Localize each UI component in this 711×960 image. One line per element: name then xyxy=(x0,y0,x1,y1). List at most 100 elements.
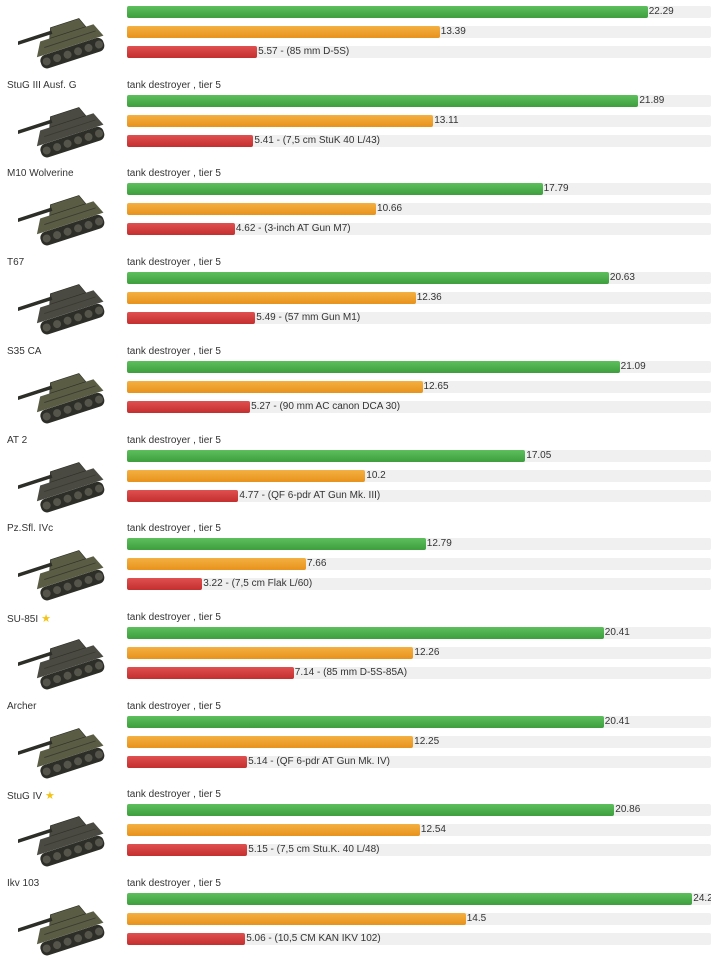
bar-mid xyxy=(127,646,414,659)
bar-value-label: 21.89 xyxy=(639,94,665,106)
bar-track-high: 17.79 xyxy=(127,183,711,196)
bar-value-label: 12.25 xyxy=(414,735,440,747)
tank-class-label: tank destroyer , tier 5 xyxy=(127,523,221,535)
premium-star-icon: ★ xyxy=(41,612,51,625)
bar-track-mid: 12.26 xyxy=(127,646,711,659)
bar-low xyxy=(127,46,258,58)
tank-name[interactable]: SU-85I ★ xyxy=(7,612,51,625)
bar-track-mid: 7.66 xyxy=(127,558,711,571)
bar-mid xyxy=(127,824,420,837)
tank-class-label: tank destroyer , tier 5 xyxy=(127,168,221,180)
bar-value-label: 3.22 - (7,5 cm Flak L/60) xyxy=(203,578,313,590)
bar-value-label: 5.41 - (7,5 cm StuK 40 L/43) xyxy=(254,134,380,146)
tank-class-label: tank destroyer , tier 5 xyxy=(127,700,221,712)
tank-name[interactable]: M10 Wolverine xyxy=(7,168,74,180)
bar-value-label: 21.09 xyxy=(620,360,646,372)
tank-destroyer-icon xyxy=(18,372,105,424)
bar-track-mid: 10.66 xyxy=(127,203,711,216)
tank-name[interactable]: T67 xyxy=(7,257,25,269)
bar-high xyxy=(127,715,604,728)
bar-track-mid: 12.36 xyxy=(127,292,711,305)
bar-mid xyxy=(127,469,366,482)
bar-value-label: 10.2 xyxy=(366,469,386,481)
bar-mid xyxy=(127,913,466,925)
bar-value-label: 10.66 xyxy=(377,203,403,215)
bar-value-label: 7.14 - (85 mm D-5S-85A) xyxy=(294,666,408,678)
bar-value-label: 12.65 xyxy=(423,380,449,392)
bar-track-low: 5.27 - (90 mm AC canon DCA 30) xyxy=(127,400,711,413)
bar-high xyxy=(127,893,693,905)
bar-value-label: 5.27 - (90 mm AC canon DCA 30) xyxy=(251,400,401,412)
bar-value-label: 22.29 xyxy=(648,6,674,17)
tank-class-label: tank destroyer , tier 5 xyxy=(127,257,221,269)
bar-track-mid: 13.39 xyxy=(127,26,711,38)
tank-name[interactable]: Pz.Sfl. IVc xyxy=(7,523,54,535)
bar-value-label: 12.79 xyxy=(426,538,452,550)
tank-name[interactable]: Archer xyxy=(7,700,37,712)
bar-track-low: 5.14 - (QF 6-pdr AT Gun Mk. IV) xyxy=(127,755,711,768)
tank-name[interactable]: AT 2 xyxy=(7,434,28,446)
bar-mid xyxy=(127,114,434,127)
bar-value-label: 20.86 xyxy=(615,804,641,816)
bar-low xyxy=(127,489,239,502)
bar-value-label: 13.39 xyxy=(440,26,466,37)
tank-name[interactable]: StuG IV ★ xyxy=(7,790,55,803)
bar-track-low: 4.77 - (QF 6-pdr AT Gun Mk. III) xyxy=(127,489,711,502)
bar-low xyxy=(127,578,203,591)
bar-mid xyxy=(127,735,414,748)
bar-track-high: 20.41 xyxy=(127,715,711,728)
bar-mid xyxy=(127,203,377,216)
tank-class-label: tank destroyer , tier 5 xyxy=(127,79,221,91)
bar-high xyxy=(127,360,620,373)
bar-value-label: 13.11 xyxy=(434,114,459,126)
bar-low xyxy=(127,223,235,236)
bar-low xyxy=(127,666,294,679)
bar-track-high: 24.2 xyxy=(127,893,711,905)
bar-mid xyxy=(127,26,440,38)
bar-high xyxy=(127,272,609,285)
bar-value-label: 12.36 xyxy=(416,292,442,304)
bar-track-high: 17.05 xyxy=(127,449,711,462)
bar-track-high: 20.41 xyxy=(127,626,711,639)
bar-high xyxy=(127,6,648,18)
tank-class-label: tank destroyer , tier 5 xyxy=(127,878,221,889)
bar-track-mid: 13.11 xyxy=(127,114,711,127)
tank-destroyer-icon xyxy=(18,106,105,158)
bar-high xyxy=(127,538,426,551)
bar-high xyxy=(127,804,615,817)
tank-destroyer-icon xyxy=(18,638,105,690)
bar-track-low: 5.15 - (7,5 cm Stu.K. 40 L/48) xyxy=(127,844,711,857)
bar-track-mid: 14.5 xyxy=(127,913,711,925)
tank-name[interactable]: S35 CA xyxy=(7,345,42,357)
bar-value-label: 5.06 - (10,5 CM KAN IKV 102) xyxy=(246,933,381,944)
bar-track-low: 7.14 - (85 mm D-5S-85A) xyxy=(127,666,711,679)
bar-value-label: 5.15 - (7,5 cm Stu.K. 40 L/48) xyxy=(248,844,380,856)
bar-value-label: 5.57 - (85 mm D-5S) xyxy=(258,46,350,57)
bar-track-mid: 12.54 xyxy=(127,824,711,837)
bar-track-mid: 10.2 xyxy=(127,469,711,482)
tank-destroyer-icon xyxy=(18,18,105,69)
bar-track-low: 5.41 - (7,5 cm StuK 40 L/43) xyxy=(127,134,711,147)
bar-track-high: 20.63 xyxy=(127,272,711,285)
tank-class-label: tank destroyer , tier 5 xyxy=(127,611,221,623)
bar-value-label: 5.49 - (57 mm Gun M1) xyxy=(256,312,361,324)
bar-value-label: 4.62 - (3-inch AT Gun M7) xyxy=(235,223,351,235)
bar-high xyxy=(127,94,639,107)
tank-name[interactable]: StuG III Ausf. G xyxy=(7,79,77,91)
bar-track-mid: 12.65 xyxy=(127,380,711,393)
bar-low xyxy=(127,844,248,857)
bar-track-low: 5.57 - (85 mm D-5S) xyxy=(127,46,711,58)
tank-name[interactable]: Ikv 103 xyxy=(7,878,40,889)
bar-mid xyxy=(127,558,306,571)
bar-high xyxy=(127,183,543,196)
bar-value-label: 4.77 - (QF 6-pdr AT Gun Mk. III) xyxy=(239,489,381,501)
bar-value-label: 24.2 xyxy=(693,893,711,904)
tank-destroyer-icon xyxy=(18,905,105,956)
bar-track-low: 4.62 - (3-inch AT Gun M7) xyxy=(127,223,711,236)
bar-value-label: 20.41 xyxy=(604,626,630,638)
bar-low xyxy=(127,933,246,945)
bar-low xyxy=(127,755,248,768)
bar-value-label: 12.26 xyxy=(414,646,440,658)
bar-track-high: 20.86 xyxy=(127,804,711,817)
bar-track-high: 12.79 xyxy=(127,538,711,551)
